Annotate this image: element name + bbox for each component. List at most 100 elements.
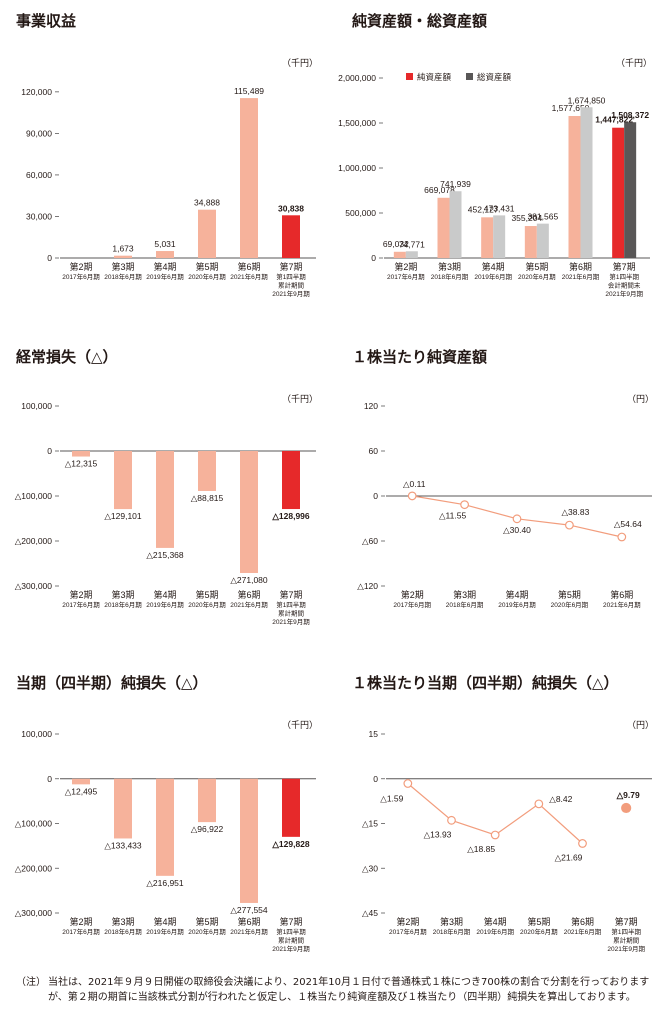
data-label: △215,368	[146, 550, 184, 560]
y-tick-label: 0	[373, 491, 378, 501]
bar	[624, 122, 637, 258]
y-tick-label: 0	[373, 774, 378, 784]
data-label: △12,315	[65, 459, 98, 469]
x-category-sublabel: 2021年9月期	[272, 289, 310, 298]
bar	[580, 107, 593, 259]
y-tick-label: △45	[362, 908, 378, 918]
y-tick-label: △30	[362, 863, 378, 873]
data-label: △18.85	[467, 844, 495, 854]
data-label: △96,922	[191, 824, 224, 834]
bar	[612, 127, 625, 259]
x-category-sublabel: 2019年6月期	[146, 927, 184, 936]
data-label: △21.69	[555, 852, 583, 862]
x-category-sublabel: 2020年6月期	[520, 927, 558, 936]
data-point	[564, 520, 574, 530]
data-label: △13.93	[424, 829, 452, 839]
x-category-label: 第4期	[505, 589, 528, 600]
y-tick-label: 60	[369, 446, 379, 456]
x-category-label: 第7期	[279, 261, 302, 272]
y-tick-label: 60,000	[26, 170, 52, 180]
x-category-label: 第2期	[69, 589, 92, 600]
chart-title: １株当たり純資産額	[352, 348, 488, 366]
ordinary-loss-chart: （千円）100,0000△100,000△200,000△300,000第2期2…	[15, 394, 318, 626]
y-tick-label: 0	[47, 446, 52, 456]
data-label: △129,828	[271, 839, 310, 849]
y-tick-label: 120	[364, 401, 378, 411]
net-loss-chart-panel: 当期（四半期）純損失（△） （千円） 100,000 0 △100,000 △200,0…	[0, 662, 336, 992]
x-category-label: 第4期	[153, 916, 176, 927]
data-point	[617, 532, 627, 542]
bar	[393, 251, 406, 258]
x-category-label: 第3期	[453, 589, 476, 600]
y-tick-label: △100,000	[15, 491, 53, 501]
data-label: △8.42	[549, 794, 572, 804]
bar	[568, 116, 581, 258]
x-category-sublabel: 2019年6月期	[474, 272, 512, 281]
x-category-sublabel: 2021年9月期	[607, 944, 645, 953]
bar	[114, 778, 132, 839]
x-category-sublabel: 2018年6月期	[433, 927, 471, 936]
x-category-sublabel: 累計期間	[278, 609, 304, 618]
y-tick-label: △120	[357, 581, 378, 591]
bar	[240, 778, 258, 903]
y-tick-label: 100,000	[21, 401, 52, 411]
data-point	[403, 779, 413, 788]
chart-title: 経常損失（△）	[16, 348, 118, 366]
x-category-sublabel: 2021年6月期	[564, 927, 602, 936]
x-category-sublabel: 累計期間	[613, 936, 639, 945]
x-category-sublabel: 第1四半期	[611, 927, 641, 936]
chart-title: 事業収益	[16, 12, 77, 30]
x-category-sublabel: 第1四半期	[609, 272, 639, 281]
y-tick-label: 30,000	[26, 211, 52, 221]
y-tick-label: △200,000	[15, 863, 53, 873]
x-category-sublabel: 2019年6月期	[146, 272, 184, 281]
x-category-label: 第4期	[482, 261, 505, 272]
x-category-sublabel: 2018年6月期	[446, 600, 484, 609]
x-category-label: 第7期	[279, 589, 302, 600]
bar	[493, 215, 506, 258]
data-label: 1,508,372	[611, 110, 649, 120]
y-tick-label: △60	[362, 536, 378, 546]
x-category-label: 第5期	[527, 916, 550, 927]
ordinary-loss-chart-panel: 経常損失（△） （千円） 100,000 0 △100,000 △200,000 △300…	[0, 336, 336, 666]
y-tick-label: 90,000	[26, 128, 52, 138]
x-category-sublabel: 2018年6月期	[104, 600, 142, 609]
x-category-sublabel: 2020年6月期	[188, 600, 226, 609]
x-category-label: 第6期	[237, 916, 260, 927]
y-tick-label: 0	[371, 253, 376, 263]
x-category-sublabel: 2021年6月期	[562, 272, 600, 281]
data-label: △54.64	[614, 519, 642, 529]
y-tick-label: 120,000	[21, 87, 52, 97]
x-category-sublabel: 2021年9月期	[605, 289, 643, 298]
bar	[282, 451, 300, 510]
bar	[524, 226, 537, 258]
bar	[240, 451, 258, 573]
x-category-sublabel: 2018年6月期	[104, 927, 142, 936]
data-label: 5,031	[154, 239, 176, 249]
x-category-label: 第3期	[438, 261, 461, 272]
data-label: △38.83	[561, 507, 589, 517]
bar	[449, 191, 462, 258]
x-category-label: 第3期	[111, 916, 134, 927]
x-category-label: 第5期	[195, 916, 218, 927]
x-category-sublabel: 累計期間	[278, 936, 304, 945]
data-point	[407, 491, 417, 501]
data-label: △9.79	[616, 790, 640, 800]
bar	[156, 251, 174, 258]
x-category-label: 第3期	[440, 916, 463, 927]
y-tick-label: 0	[47, 253, 52, 263]
unit-label: （千円）	[616, 58, 652, 68]
bar	[198, 209, 216, 258]
legend-label: 総資産額	[477, 72, 512, 82]
unit-label: （千円）	[282, 720, 318, 730]
data-point	[490, 830, 500, 840]
chart-title: 純資産額・総資産額	[352, 12, 488, 30]
data-label: △128,996	[271, 511, 310, 521]
x-category-label: 第3期	[111, 589, 134, 600]
bar	[282, 215, 300, 258]
bar	[282, 778, 300, 837]
bar	[536, 223, 549, 258]
data-label: 669,078	[424, 185, 455, 195]
y-tick-label: 2,000,000	[338, 73, 376, 83]
